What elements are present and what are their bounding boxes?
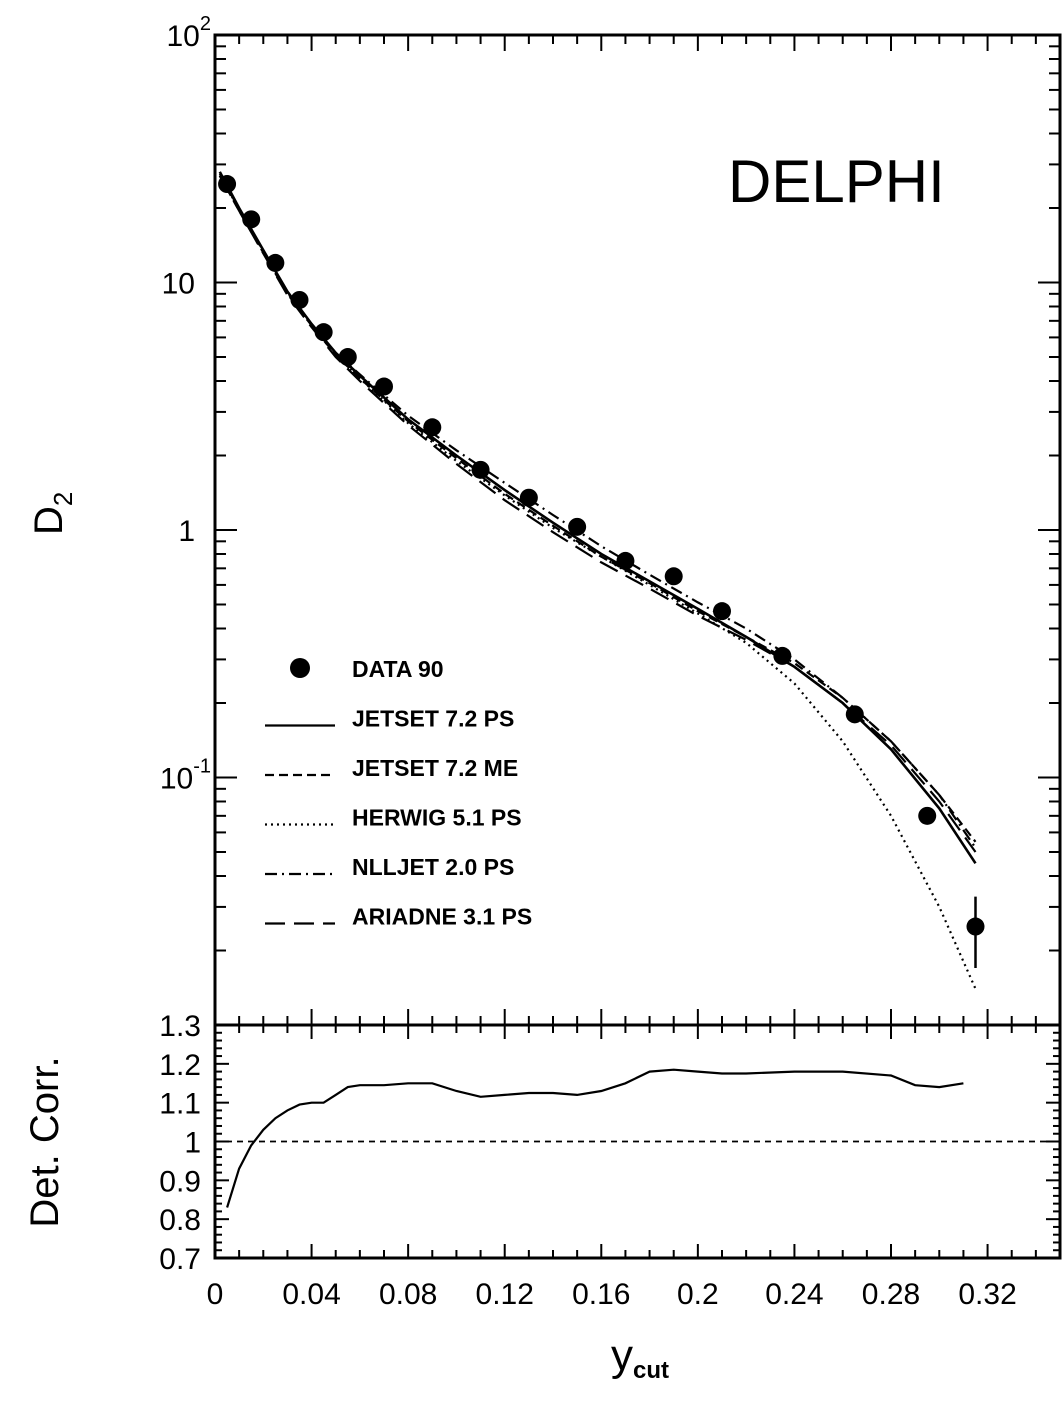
x-tick-label: 0.08: [379, 1278, 437, 1311]
y-tick-label: 102: [167, 13, 212, 53]
curve-herwig-5-1-ps: [218, 175, 977, 990]
y-tick-label: 0.9: [159, 1165, 201, 1198]
ratio-curves: [215, 1068, 1060, 1208]
curve-jetset-7-2-ps: [218, 171, 977, 865]
legend-label: ARIADNE 3.1 PS: [352, 904, 532, 930]
model-curves: [218, 171, 977, 990]
ratio-panel: 1.3 1.2 1.1 1 0.9 0.8 0.70 0.04 0.08 0.12 0.16 0.2 0…: [23, 1010, 1062, 1384]
x-tick-label: 0.12: [476, 1278, 534, 1311]
experiment-label: DELPHI: [728, 148, 945, 215]
legend-label: NLLJET 2.0 PS: [352, 854, 514, 880]
main-y-axis-title: D2: [27, 492, 78, 535]
y-tick-label: 1: [178, 515, 195, 548]
y-tick-label: 0.7: [159, 1243, 201, 1276]
data-point: [266, 253, 285, 272]
ratio-y-axis-title: Det. Corr.: [23, 1056, 67, 1227]
data-point: [338, 348, 357, 367]
data-point: [918, 806, 937, 825]
y-tick-label: 0.8: [159, 1204, 201, 1237]
x-tick-label: 0.04: [282, 1278, 340, 1311]
data-point: [616, 551, 635, 570]
legend-label: JETSET 7.2 ME: [352, 755, 518, 781]
curve-ariadne-3-1-ps: [218, 175, 977, 853]
data-point: [773, 646, 792, 665]
y-tick-label: 10: [162, 268, 195, 301]
detector-correction-curve: [226, 1068, 964, 1208]
y-tick-label: 10-1: [160, 756, 211, 796]
x-tick-label: 0.32: [958, 1278, 1016, 1311]
x-tick-label: 0.16: [572, 1278, 630, 1311]
data-point: [845, 705, 864, 724]
legend-label: HERWIG 5.1 PS: [352, 805, 522, 831]
legend-marker: [290, 658, 310, 678]
data-point: [966, 917, 985, 936]
ratio-axis-ticks: 1.3 1.2 1.1 1 0.9 0.8 0.70 0.04 0.08 0.12 0.16 0.2 0…: [159, 1010, 1061, 1311]
x-tick-label: 0.28: [862, 1278, 920, 1311]
curve-jetset-7-2-me: [218, 175, 977, 843]
y-tick-label: 1.1: [159, 1088, 201, 1121]
data-point: [664, 567, 683, 586]
data-point: [568, 517, 587, 536]
data-point: [218, 175, 237, 194]
data-point: [519, 488, 538, 507]
x-tick-label: 0.24: [765, 1278, 823, 1311]
data-point: [713, 602, 731, 621]
y-tick-label: 1.2: [159, 1049, 201, 1082]
data-points: [218, 175, 985, 968]
data-point: [314, 323, 333, 342]
data-point: [242, 210, 261, 229]
x-tick-label: 0.2: [677, 1278, 719, 1311]
main-panel: 102 10 1 10-1 DELPHI D2 DATA 90 JETSET 7.2 P…: [27, 13, 1062, 1027]
data-point: [375, 377, 393, 396]
x-axis-title: ycut: [611, 1331, 669, 1384]
x-tick-label: 0: [207, 1278, 224, 1311]
curve-nlljet-2-0-ps: [218, 173, 977, 849]
data-point: [290, 290, 309, 309]
legend-label: DATA 90: [352, 656, 444, 682]
legend-label: JETSET 7.2 PS: [352, 706, 514, 732]
data-point: [423, 418, 442, 437]
y-tick-label: 1.3: [159, 1010, 201, 1043]
data-point: [471, 460, 490, 479]
y-tick-label: 1: [184, 1127, 201, 1160]
legend: DATA 90 JETSET 7.2 PS JETSET 7.2 ME HERWIG …: [265, 656, 532, 930]
